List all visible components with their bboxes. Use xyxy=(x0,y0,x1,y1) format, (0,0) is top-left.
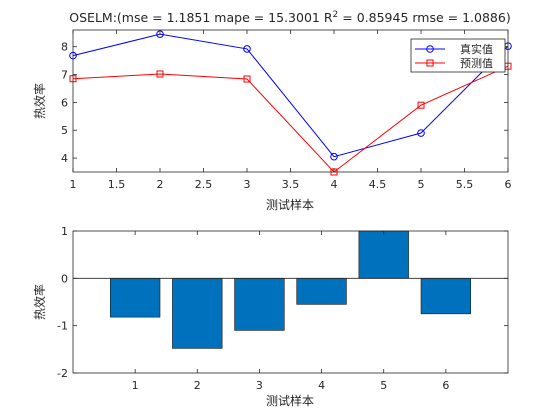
point-predicted xyxy=(243,75,251,83)
bar-x-tick-label: 5 xyxy=(380,379,387,392)
point-predicted xyxy=(156,70,164,78)
bar-marks xyxy=(109,230,472,349)
line-chart: 1 1.5 2 2.5 3 3.5 4 4.5 5 5.5 6 4 5 6 7 8 OSELM:(mse =… xyxy=(32,10,512,212)
bar-y-tick-label: 0 xyxy=(61,272,68,285)
line-y-axis-label: 热效率 xyxy=(32,83,47,119)
line-x-tick-label: 4 xyxy=(331,178,338,191)
line-y-tick-label: 7 xyxy=(61,69,68,82)
line-x-tick-label: 2 xyxy=(157,178,164,191)
line-x-tick-label: 1 xyxy=(70,178,77,191)
line-y-ticks: 4 5 6 7 8 xyxy=(61,41,508,165)
bar-x-tick-label: 2 xyxy=(194,379,201,392)
line-x-tick-label: 6 xyxy=(505,178,512,191)
bar xyxy=(172,278,223,349)
bar-x-axis-label: 测试样本 xyxy=(266,393,314,408)
line-x-tick-label: 5 xyxy=(418,178,425,191)
line-x-ticks: 1 1.5 2 2.5 3 3.5 4 4.5 5 5.5 6 xyxy=(70,30,512,191)
bar-x-tick-label: 1 xyxy=(132,379,139,392)
legend-item-predicted: 预测值 xyxy=(415,57,493,70)
legend-item-actual: 真实值 xyxy=(415,42,493,56)
line-y-tick-label: 5 xyxy=(61,124,68,137)
bar xyxy=(296,278,347,305)
line-y-tick-label: 4 xyxy=(61,152,68,165)
line-x-tick-label: 2.5 xyxy=(195,178,213,191)
bar xyxy=(234,278,285,331)
line-x-tick-label: 4.5 xyxy=(369,178,387,191)
point-actual xyxy=(243,45,251,53)
line-chart-title: OSELM:(mse = 1.1851 mape = 15.3001 R2 = … xyxy=(69,10,510,25)
bar-y-tick-label: -1 xyxy=(57,320,68,333)
line-x-axis-label: 测试样本 xyxy=(266,197,314,212)
bar xyxy=(358,230,409,279)
bar-x-tick-label: 6 xyxy=(442,379,449,392)
bar-y-ticks: -2 -1 0 1 xyxy=(57,225,508,380)
legend-label-actual: 真实值 xyxy=(460,42,493,56)
line-x-tick-label: 1.5 xyxy=(108,178,126,191)
bar-y-tick-label: -2 xyxy=(57,367,68,380)
bar-x-ticks: 1 2 3 4 5 6 xyxy=(132,231,449,392)
line-y-tick-label: 8 xyxy=(61,41,68,54)
legend-marker-predicted xyxy=(426,59,434,67)
line-x-tick-label: 3.5 xyxy=(282,178,300,191)
line-x-tick-label: 3 xyxy=(244,178,251,191)
legend-marker-actual xyxy=(426,45,434,53)
bar xyxy=(109,278,161,318)
series-line-predicted xyxy=(72,65,509,173)
point-predicted xyxy=(417,101,425,109)
bar xyxy=(420,278,472,315)
line-y-tick-label: 6 xyxy=(61,96,68,109)
line-x-tick-label: 5.5 xyxy=(456,178,474,191)
bar-x-tick-label: 4 xyxy=(318,379,325,392)
series-line-actual xyxy=(72,33,509,158)
point-actual xyxy=(330,152,338,161)
bar-y-tick-label: 1 xyxy=(61,225,68,238)
bar-y-axis-label: 热效率 xyxy=(32,284,47,320)
legend-label-predicted: 预测值 xyxy=(460,57,493,70)
bar-axes-box xyxy=(72,230,509,374)
bar-chart: 1 2 3 4 5 6 -2 -1 0 1 测试样本 热效率 xyxy=(32,225,509,408)
bar-x-tick-label: 3 xyxy=(256,379,263,392)
legend: 真实值 预测值 xyxy=(410,38,506,73)
point-actual xyxy=(417,129,425,137)
